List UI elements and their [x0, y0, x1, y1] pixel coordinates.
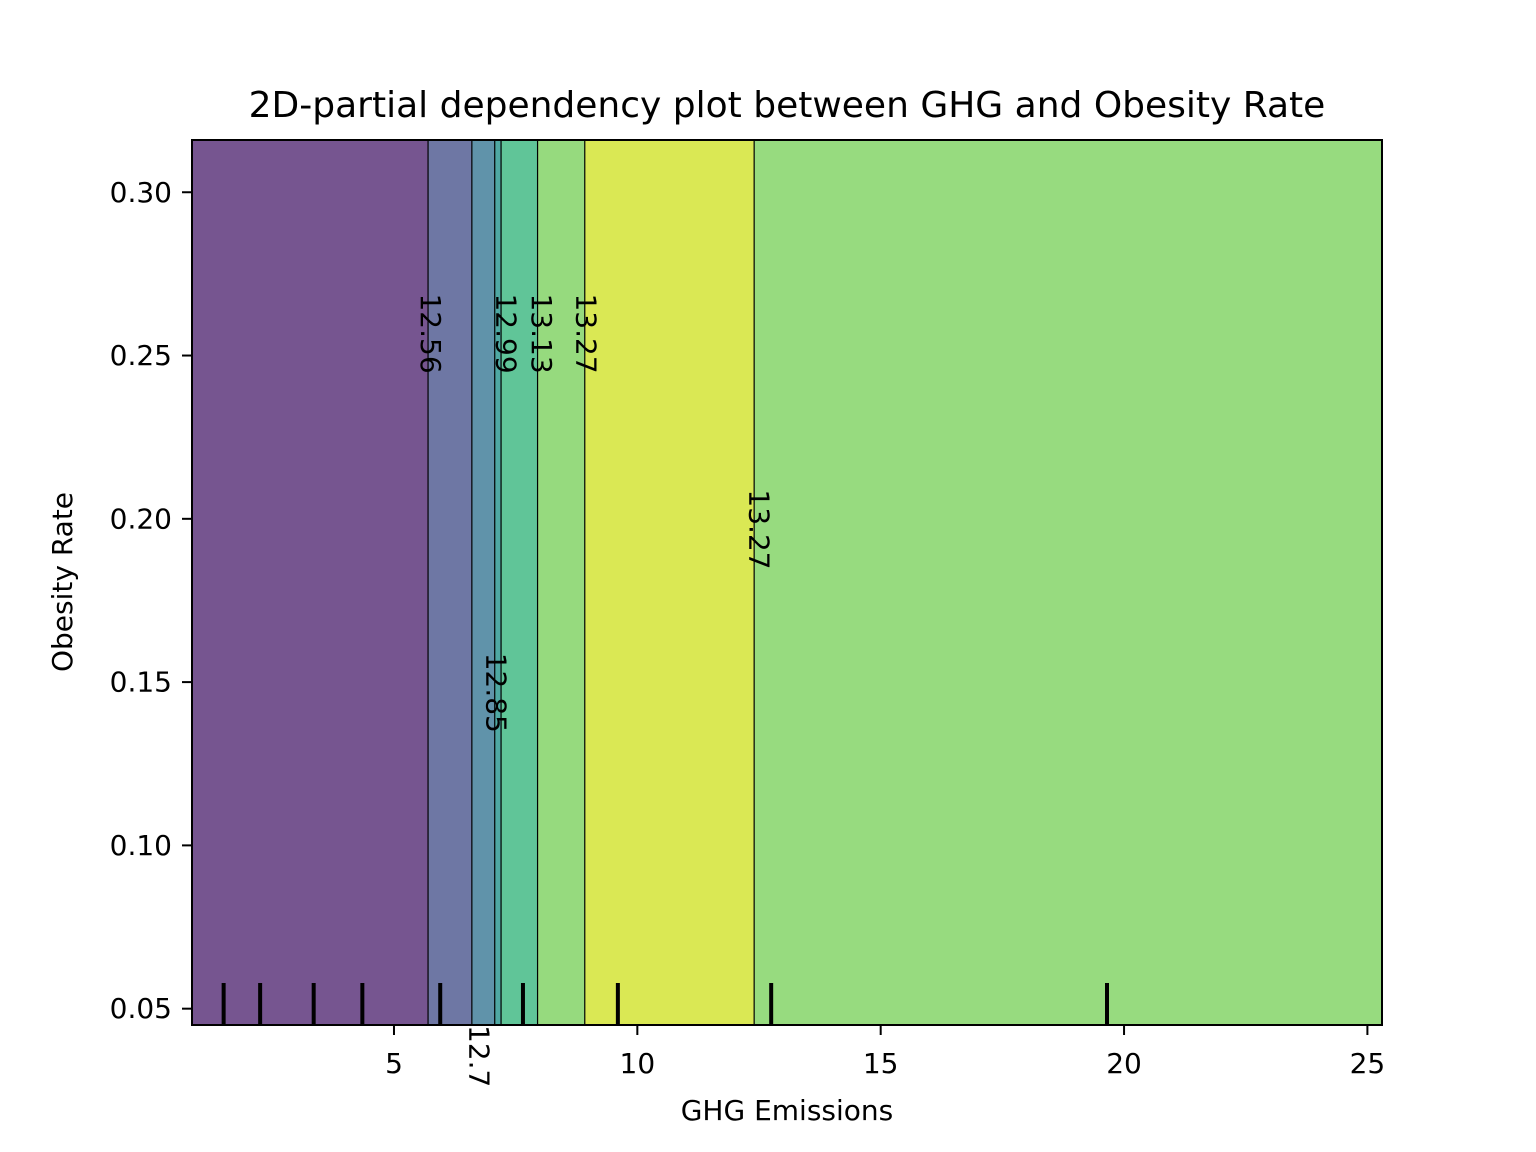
- contour-label-2: 12.85: [480, 653, 513, 733]
- x-tick-label-1: 10: [620, 1047, 656, 1080]
- y-tick-label-4: 0.25: [110, 339, 172, 372]
- y-tick-label-0: 0.05: [110, 992, 172, 1025]
- contour-label-5: 13.27: [570, 293, 603, 373]
- contour-region-3: [494, 140, 502, 1025]
- y-axis-ticks: 0.05 0.10 0.15 0.20 0.25 0.30: [110, 176, 192, 1025]
- contour-label-1: 12.7: [463, 1025, 496, 1087]
- chart-title: 2D-partial dependency plot between GHG a…: [249, 85, 1326, 126]
- rug-marks: [221, 983, 1110, 1025]
- plot-frame: [191, 139, 1383, 1026]
- contour-region-0: [192, 140, 429, 1025]
- contour-region-5: [537, 140, 585, 1025]
- x-tick-label-4: 25: [1350, 1047, 1386, 1080]
- contour-region-1: [428, 140, 472, 1025]
- x-tick-label-0: 5: [385, 1047, 403, 1080]
- contour-lines: [427, 140, 755, 1025]
- y-tick-label-3: 0.20: [110, 502, 172, 535]
- contour-label-4: 13.13: [525, 293, 558, 373]
- contour-label-0: 12.56: [414, 293, 447, 373]
- y-tick-label-2: 0.15: [110, 666, 172, 699]
- contour-region-2: [471, 140, 495, 1025]
- x-axis-label: GHG Emissions: [681, 1094, 894, 1127]
- x-tick-label-3: 20: [1106, 1047, 1142, 1080]
- contour-labels: 12.56 12.7 12.85 12.99 13.13 13.27 13.27: [414, 293, 776, 1087]
- y-axis-label: Obesity Rate: [46, 492, 79, 672]
- x-tick-label-2: 15: [863, 1047, 899, 1080]
- contour-label-6: 13.27: [743, 489, 776, 569]
- contour-label-3: 12.99: [489, 293, 522, 373]
- x-axis-ticks: 5 10 15 20 25: [385, 1025, 1385, 1080]
- y-tick-label-5: 0.30: [110, 176, 172, 209]
- contour-region-4: [501, 140, 538, 1025]
- contour-region-7: [754, 140, 1382, 1025]
- y-tick-label-1: 0.10: [110, 829, 172, 862]
- contour-regions: [192, 140, 1382, 1025]
- contour-region-6: [584, 140, 755, 1025]
